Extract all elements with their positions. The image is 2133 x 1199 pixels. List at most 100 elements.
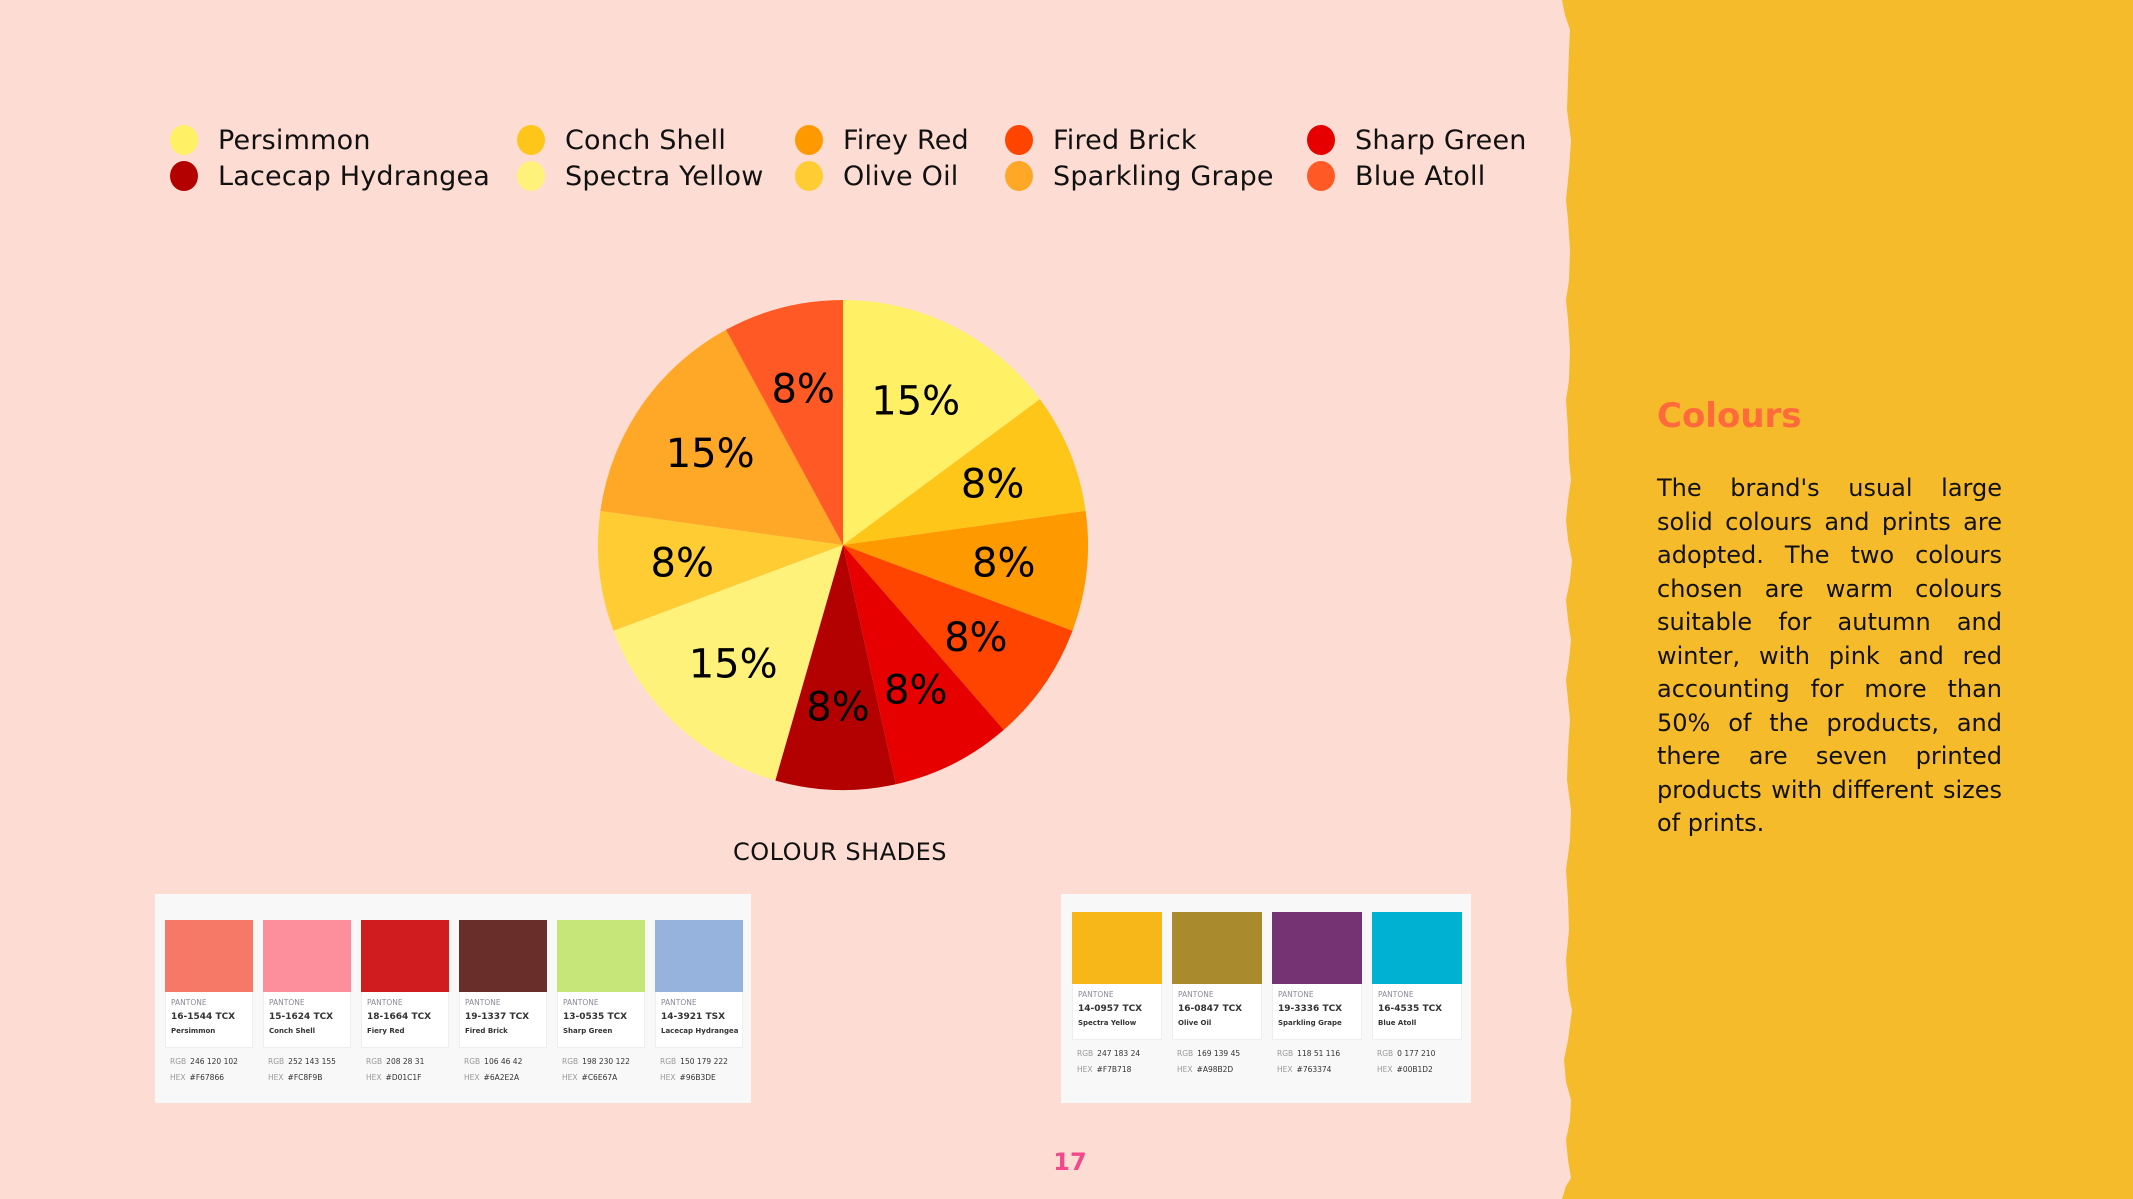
rgb-value: 150 179 222: [680, 1057, 728, 1066]
colour-swatch: [165, 920, 253, 992]
hex-label: HEX: [464, 1073, 480, 1082]
legend-item: Persimmon: [170, 122, 371, 158]
pantone-name: Fired Brick: [465, 1027, 508, 1035]
pie-slice: [600, 329, 843, 545]
hex-label: HEX: [366, 1073, 382, 1082]
section-body: The brand's usual large solid colours an…: [1657, 474, 2002, 837]
pantone-panel-left: PANTONE 16-1544 TCX Persimmon RGB 246 120 10…: [155, 894, 751, 1103]
colour-swatch: [655, 920, 743, 992]
legend-label: Fired Brick: [1053, 124, 1197, 156]
rgb-value-row: RGB 169 139 45: [1172, 1049, 1262, 1058]
rgb-value: 252 143 155: [288, 1057, 336, 1066]
pantone-code: 14-3921 TSX: [661, 1012, 726, 1022]
pantone-code: 15-1624 TCX: [269, 1012, 334, 1022]
rgb-label: RGB: [1277, 1049, 1294, 1058]
hex-value-row: HEX #96B3DE: [655, 1073, 743, 1082]
rgb-value: 246 120 102: [190, 1057, 238, 1066]
legend-label: Sparkling Grape: [1053, 160, 1274, 192]
pie-slice: [843, 545, 1004, 785]
colour-swatch: [1272, 912, 1362, 984]
legend-label: Sharp Green: [1355, 124, 1527, 156]
rgb-label: RGB: [170, 1057, 187, 1066]
legend-item: Blue Atoll: [1307, 158, 1485, 194]
rgb-label: RGB: [1077, 1049, 1094, 1058]
pantone-card: PANTONE 16-0847 TCX Olive Oil RGB 169 139 45…: [1172, 912, 1262, 1074]
hex-value: #D01C1F: [385, 1073, 422, 1082]
colour-swatch: [1072, 912, 1162, 984]
hex-value-row: HEX #763374: [1272, 1065, 1362, 1074]
hex-value: #6A2E2A: [483, 1073, 520, 1082]
pantone-code: 18-1664 TCX: [367, 1012, 432, 1022]
hex-value: #F67866: [189, 1073, 224, 1082]
pantone-label: PANTONE: [367, 998, 403, 1007]
hex-label: HEX: [1177, 1065, 1193, 1074]
pantone-name: Blue Atoll: [1378, 1019, 1417, 1027]
rgb-label: RGB: [1377, 1049, 1394, 1058]
hex-label: HEX: [268, 1073, 284, 1082]
card-body: PANTONE 14-3921 TSX Lacecap Hydrangea: [655, 992, 743, 1048]
page-number: 17: [1053, 1148, 1087, 1176]
card-body: PANTONE 14-0957 TCX Spectra Yellow: [1072, 984, 1162, 1040]
hex-label: HEX: [1377, 1065, 1393, 1074]
pantone-name: Olive Oil: [1178, 1019, 1212, 1027]
legend-item: Firey Red: [795, 122, 969, 158]
legend-swatch: [170, 125, 198, 155]
rgb-label: RGB: [562, 1057, 579, 1066]
pie-slice: [613, 545, 843, 781]
rgb-value-row: RGB 150 179 222: [655, 1057, 743, 1066]
pantone-card: PANTONE 13-0535 TCX Sharp Green RGB 198 230 …: [557, 920, 645, 1082]
rgb-label: RGB: [660, 1057, 677, 1066]
hex-value: #96B3DE: [679, 1073, 716, 1082]
card-body: PANTONE 19-1337 TCX Fired Brick: [459, 992, 547, 1048]
pie-slice: [597, 510, 843, 631]
pantone-label: PANTONE: [563, 998, 599, 1007]
pantone-name: Spectra Yellow: [1078, 1019, 1137, 1027]
legend-swatch: [795, 125, 823, 155]
hex-label: HEX: [562, 1073, 578, 1082]
rgb-value-row: RGB 0 177 210: [1372, 1049, 1462, 1058]
colour-shades-title: COLOUR SHADES: [732, 838, 947, 866]
rgb-label: RGB: [366, 1057, 383, 1066]
section-title: Colours: [1657, 396, 1802, 436]
hex-value-row: HEX #C6E67A: [557, 1073, 645, 1082]
pantone-card: PANTONE 19-1337 TCX Fired Brick RGB 106 46 4…: [459, 920, 547, 1082]
pie-slice: [843, 399, 1086, 545]
pantone-label: PANTONE: [1278, 990, 1314, 999]
rgb-value: 0 177 210: [1397, 1049, 1436, 1058]
pantone-code: 13-0535 TCX: [563, 1012, 628, 1022]
pantone-card: PANTONE 16-1544 TCX Persimmon RGB 246 120 10…: [165, 920, 253, 1082]
legend-swatch: [1005, 161, 1033, 191]
chart-legend: Persimmon Lacecap Hydrangea Conch Shell …: [165, 122, 1565, 202]
hex-value: #FC8F9B: [287, 1073, 323, 1082]
hex-value-row: HEX #F67866: [165, 1073, 253, 1082]
pie-chart: 15%8%8%8%8%8%15%8%15%8%: [597, 300, 1088, 790]
pie-slice: [726, 300, 843, 545]
pantone-label: PANTONE: [465, 998, 501, 1007]
legend-item: Lacecap Hydrangea: [170, 158, 490, 194]
card-body: PANTONE 15-1624 TCX Conch Shell: [263, 992, 351, 1048]
pantone-card: PANTONE 16-4535 TCX Blue Atoll RGB 0 177 210…: [1372, 912, 1462, 1074]
torn-edge-panel: [1562, 0, 2133, 1199]
legend-swatch: [517, 161, 545, 191]
pie-slice-label: 15%: [871, 379, 960, 425]
hex-label: HEX: [1277, 1065, 1293, 1074]
rgb-value-row: RGB 246 120 102: [165, 1057, 253, 1066]
pie-slice-label: 15%: [666, 431, 755, 477]
hex-value-row: HEX #00B1D2: [1372, 1065, 1462, 1074]
card-body: PANTONE 16-4535 TCX Blue Atoll: [1372, 984, 1462, 1040]
legend-item: Olive Oil: [795, 158, 958, 194]
hex-value: #00B1D2: [1396, 1065, 1433, 1074]
rgb-label: RGB: [464, 1057, 481, 1066]
pie-slice-label: 8%: [806, 685, 869, 731]
legend-swatch: [1307, 161, 1335, 191]
rgb-label: RGB: [1177, 1049, 1194, 1058]
rgb-value: 208 28 31: [386, 1057, 425, 1066]
rgb-value-row: RGB 208 28 31: [361, 1057, 449, 1066]
rgb-value: 118 51 116: [1297, 1049, 1341, 1058]
pantone-panel-right: PANTONE 14-0957 TCX Spectra Yellow RGB 247 1…: [1061, 894, 1471, 1103]
card-body: PANTONE 16-1544 TCX Persimmon: [165, 992, 253, 1048]
hex-label: HEX: [170, 1073, 186, 1082]
colour-swatch: [459, 920, 547, 992]
card-body: PANTONE 13-0535 TCX Sharp Green: [557, 992, 645, 1048]
